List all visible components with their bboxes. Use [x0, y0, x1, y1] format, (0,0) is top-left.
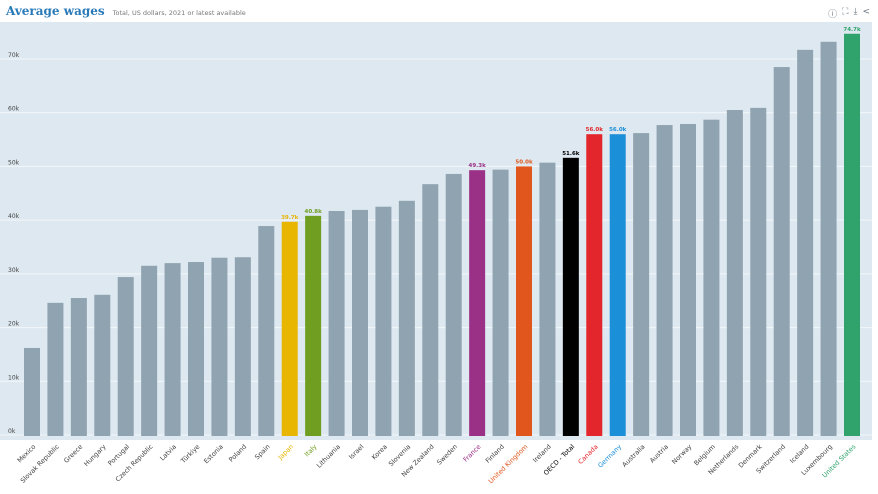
- bar-united-kingdom[interactable]: [516, 166, 532, 436]
- bar-slovak-republic[interactable]: [47, 302, 64, 436]
- bar-italy[interactable]: [305, 215, 322, 436]
- share-icon[interactable]: <: [862, 7, 870, 17]
- bar-finland[interactable]: [492, 169, 509, 436]
- chart-toolbar: ⓘ ⛶ ⤓ <: [828, 7, 870, 20]
- data-label: 51.6k: [562, 151, 580, 157]
- x-tick-label: Italy: [303, 443, 319, 459]
- x-tick-label: Mexico: [16, 443, 38, 465]
- bar-lithuania[interactable]: [328, 211, 345, 436]
- x-tick-label: Norway: [670, 443, 693, 466]
- bar-norway[interactable]: [680, 123, 696, 436]
- y-tick-label: 30k: [8, 267, 20, 274]
- bar-czech-republic[interactable]: [141, 265, 158, 436]
- x-tick-label: Israel: [347, 443, 365, 461]
- x-tick-label: Germany: [596, 443, 623, 470]
- bar-israel[interactable]: [352, 209, 368, 436]
- x-tick-label: Korea: [370, 443, 389, 462]
- data-label: 50.0k: [515, 159, 533, 165]
- x-tick-label: Spain: [253, 443, 272, 462]
- bar-hungary[interactable]: [94, 294, 111, 436]
- y-tick-label: 70k: [8, 52, 20, 59]
- bar-united-states[interactable]: [844, 33, 860, 437]
- bar-spain[interactable]: [258, 226, 275, 436]
- bar-sweden[interactable]: [445, 173, 462, 436]
- y-tick-label: 20k: [8, 321, 20, 328]
- y-tick-label: 0k: [8, 428, 16, 435]
- bar-belgium[interactable]: [703, 119, 720, 436]
- bar-denmark[interactable]: [750, 107, 767, 436]
- data-label: 56.0k: [586, 127, 604, 133]
- x-tick-label: Iceland: [788, 443, 810, 465]
- x-tick-label: Latvia: [158, 443, 178, 463]
- bar-austria[interactable]: [656, 125, 673, 436]
- bar-iceland[interactable]: [797, 49, 814, 437]
- bar-japan[interactable]: [281, 221, 298, 436]
- bar-oecd-total[interactable]: [562, 157, 579, 436]
- y-tick-label: 40k: [8, 213, 20, 220]
- x-tick-label: Estonia: [202, 443, 225, 466]
- bar-france[interactable]: [469, 170, 486, 436]
- info-icon[interactable]: ⓘ: [828, 10, 838, 20]
- bar-canada[interactable]: [586, 134, 603, 436]
- x-tick-label: Hungary: [82, 443, 107, 468]
- x-tick-label: Australia: [621, 443, 647, 469]
- bar-germany[interactable]: [609, 134, 626, 436]
- y-tick-label: 10k: [8, 374, 20, 381]
- x-tick-label: Canada: [577, 443, 600, 466]
- bar-poland[interactable]: [234, 257, 251, 436]
- bar-korea[interactable]: [375, 206, 392, 436]
- bar-greece[interactable]: [70, 298, 87, 436]
- bar-mexico[interactable]: [24, 347, 40, 436]
- data-label: 56.0k: [609, 127, 627, 133]
- bar-t-rkiye[interactable]: [188, 262, 204, 436]
- x-tick-label: Greece: [62, 443, 84, 465]
- fullscreen-icon[interactable]: ⛶: [842, 7, 849, 17]
- data-label: 40.8k: [305, 209, 323, 215]
- x-tick-label: Poland: [227, 443, 248, 464]
- chart-title: Average wages: [6, 4, 105, 18]
- bar-new-zealand[interactable]: [422, 184, 439, 436]
- bar-portugal[interactable]: [117, 277, 134, 436]
- x-tick-label: Sweden: [435, 443, 459, 467]
- x-tick-label: Finland: [484, 443, 506, 465]
- bar-estonia[interactable]: [211, 257, 228, 436]
- bar-australia[interactable]: [633, 133, 650, 436]
- data-label: 39.7k: [281, 215, 299, 221]
- bar-netherlands[interactable]: [726, 110, 743, 437]
- x-tick-label: Japan: [276, 443, 295, 462]
- bar-switzerland[interactable]: [773, 67, 790, 437]
- x-tick-label: France: [462, 443, 483, 464]
- data-label: 74.7k: [843, 27, 861, 33]
- x-tick-label: Ireland: [531, 443, 553, 465]
- x-tick-label: Austria: [648, 443, 670, 465]
- chart-subtitle: Total, US dollars, 2021 or latest availa…: [112, 9, 246, 17]
- bar-ireland[interactable]: [539, 162, 556, 436]
- bar-luxembourg[interactable]: [820, 41, 837, 436]
- x-tick-label: Türkiye: [179, 443, 202, 466]
- chart-header: Average wages Total, US dollars, 2021 or…: [6, 4, 246, 22]
- download-icon[interactable]: ⤓: [853, 7, 858, 17]
- bar-latvia[interactable]: [164, 263, 181, 436]
- y-tick-label: 50k: [8, 159, 20, 166]
- y-tick-label: 60k: [8, 106, 20, 113]
- bar-slovenia[interactable]: [398, 200, 415, 436]
- x-tick-label: Lithuania: [315, 443, 342, 470]
- data-label: 49.3k: [469, 163, 487, 169]
